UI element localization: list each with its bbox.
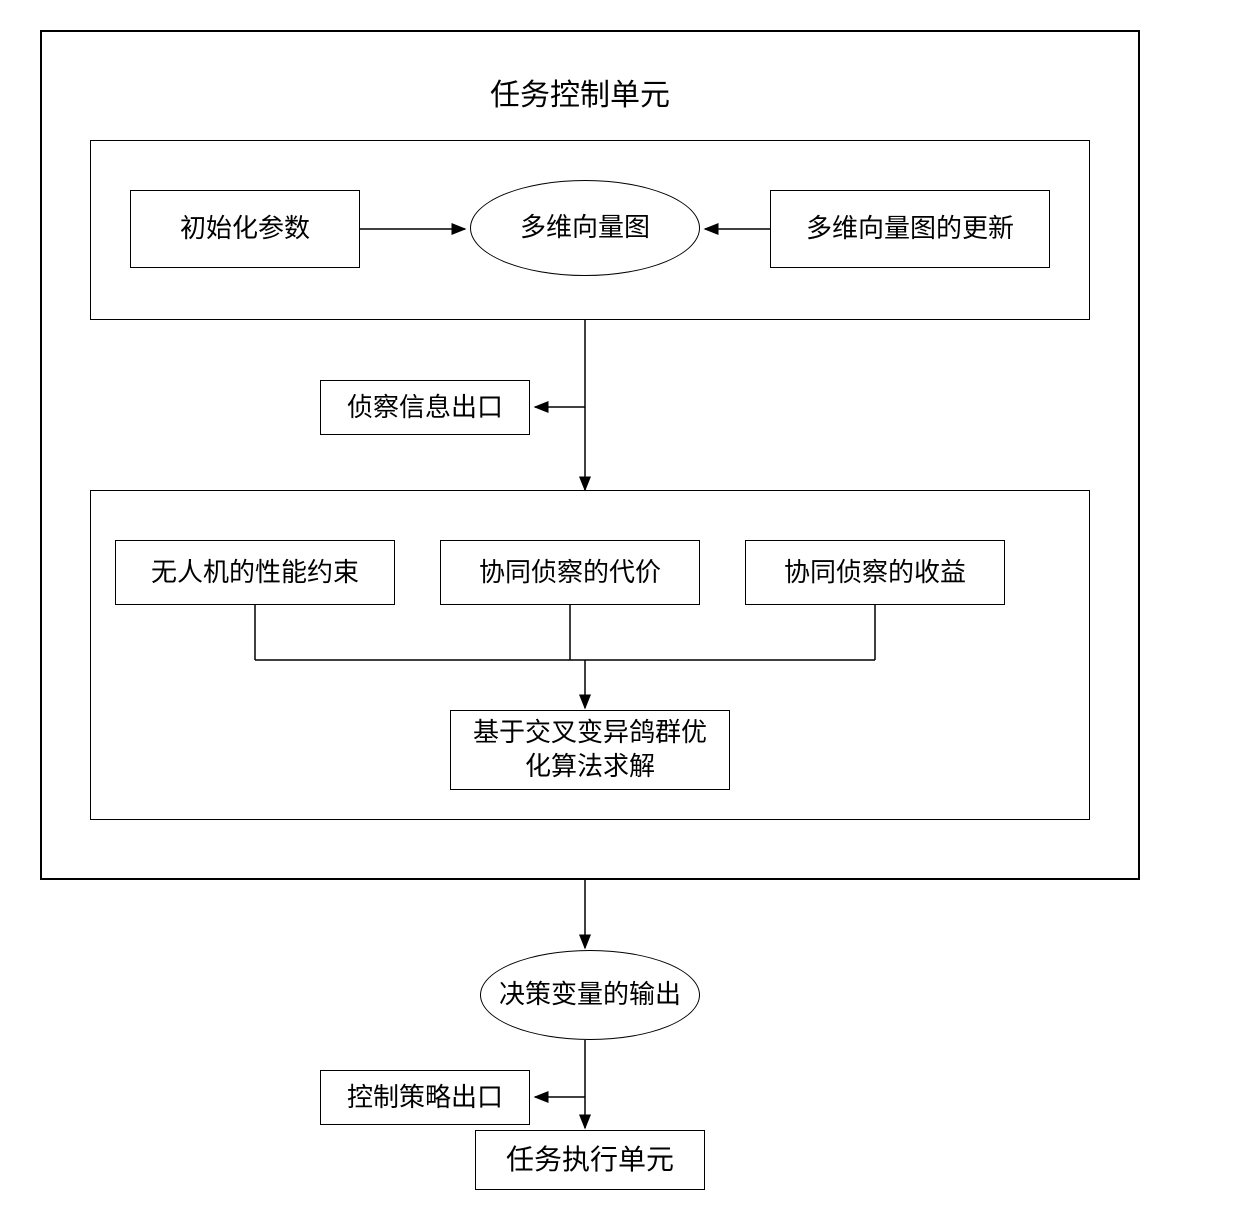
- node-multi-vector-update: 多维向量图的更新: [770, 190, 1050, 268]
- node-label: 协同侦察的收益: [784, 556, 966, 590]
- node-coop-benefit: 协同侦察的收益: [745, 540, 1005, 605]
- node-uav-constraint: 无人机的性能约束: [115, 540, 395, 605]
- node-init-params: 初始化参数: [130, 190, 360, 268]
- node-label: 基于交叉变异鸽群优化算法求解: [461, 716, 719, 784]
- node-control-strategy-exit: 控制策略出口: [320, 1070, 530, 1125]
- node-decision-output: 决策变量的输出: [480, 950, 700, 1040]
- node-task-exec: 任务执行单元: [475, 1130, 705, 1190]
- node-label: 任务执行单元: [506, 1142, 674, 1178]
- node-recon-info-exit: 侦察信息出口: [320, 380, 530, 435]
- diagram-title: 任务控制单元: [490, 70, 670, 114]
- node-label: 协同侦察的代价: [479, 556, 661, 590]
- node-algorithm: 基于交叉变异鸽群优化算法求解: [450, 710, 730, 790]
- node-label: 无人机的性能约束: [151, 556, 359, 590]
- node-label: 初始化参数: [180, 212, 310, 246]
- node-coop-cost: 协同侦察的代价: [440, 540, 700, 605]
- node-label: 决策变量的输出: [499, 978, 681, 1012]
- node-label: 多维向量图: [520, 211, 650, 245]
- node-label: 侦察信息出口: [347, 391, 503, 425]
- node-multi-vector: 多维向量图: [470, 180, 700, 276]
- node-label: 多维向量图的更新: [806, 212, 1014, 246]
- node-label: 控制策略出口: [347, 1081, 503, 1115]
